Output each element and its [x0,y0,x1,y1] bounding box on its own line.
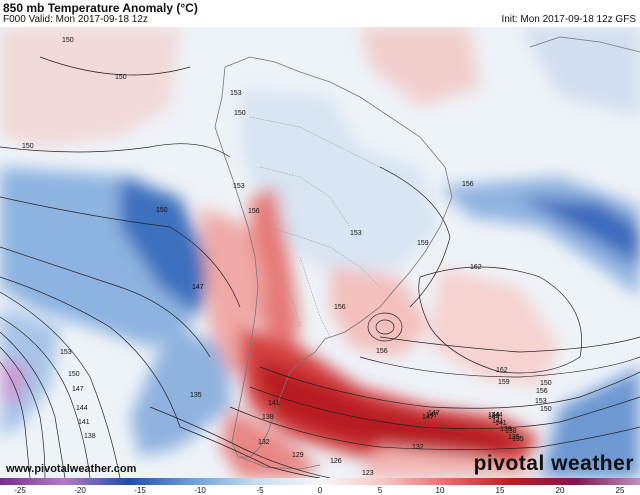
map-header: 850 mb Temperature Anomaly (°C) F000 Val… [0,0,640,26]
contour-label: 135 [512,436,524,443]
contour-label: 138 [84,433,96,440]
contour-label: 153 [535,398,547,405]
contour-label: 141 [268,400,280,407]
colorbar-tick-label: 10 [436,486,445,495]
contour-label: 144 [488,412,500,419]
contour-label: 162 [470,264,482,271]
brand-logo-text: pivotal weather [473,452,634,475]
contour-label: 156 [334,304,346,311]
africa-coast [529,36,640,53]
contour-label: 153 [350,230,362,237]
contour-label: 144 [76,405,88,412]
contour-label: 153 [230,90,242,97]
contour-label: 147 [192,284,204,291]
contour-label: 150 [156,207,168,214]
contour-label: 141 [492,418,504,425]
contour-label: 150 [115,74,127,81]
colorbar-tick-label: -25 [14,486,26,495]
contour-label: 153 [60,349,72,356]
contour-label: 147 [422,414,434,421]
contour-label: 162 [496,367,508,374]
contour-label: 135 [190,392,202,399]
contour-label: 129 [292,452,304,459]
contour-label: 132 [412,444,424,451]
colorbar-tick-label: 20 [556,486,565,495]
colorbar-ticks: -25 -20 -15 -10 -5 0 5 10 15 20 25 [14,486,625,495]
contour-label: 144 [491,412,503,419]
colorbar-tick-label: -10 [194,486,206,495]
colorbar-gradient [0,478,640,485]
contour-label: 156 [376,348,388,355]
colorbar-tick-label: 15 [496,486,505,495]
colorbar-tick-label: 0 [318,486,323,495]
contour-label: 150 [62,37,74,44]
contour-label: 150 [234,110,246,117]
contour-label: 150 [22,143,34,150]
colorbar-tick-label: -5 [256,486,264,495]
contour-label: 135 [508,434,520,441]
contour-label: 147 [428,410,440,417]
contour-labels: 150 150 150 150 153 150 156 153 147 153 … [22,37,552,477]
contour-label: 153 [233,183,245,190]
map-canvas: 150 150 150 150 153 150 156 153 147 153 … [0,27,640,478]
website-url[interactable]: www.pivotalweather.com [6,463,137,475]
temperature-anomaly-map: 150 150 150 150 153 150 156 153 147 153 … [0,27,640,478]
map-title: 850 mb Temperature Anomaly (°C) [3,1,198,15]
valid-time: F000 Valid: Mon 2017-09-18 12z [3,14,148,25]
east-coastline [224,56,453,458]
contour-label: 138 [505,428,517,435]
contour-label: 126 [330,458,342,465]
contour-label: 150 [540,406,552,413]
contour-label: 132 [258,439,270,446]
tierra-del-fuego [239,456,321,470]
contour-label: 144 [488,414,500,421]
contour-label: 156 [248,208,260,215]
contour-label: 159 [498,379,510,386]
contour-label: 147 [72,386,84,393]
init-time: Init: Mon 2017-09-18 12z GFS [501,14,636,25]
colorbar-tick-label: 5 [378,486,383,495]
colorbar-tick-label: 25 [616,486,625,495]
contour-label: 156 [462,181,474,188]
colorbar-tick-label: -20 [74,486,86,495]
height-contours [0,56,640,478]
west-coastline [214,66,259,458]
contour-label: 138 [262,414,274,421]
colorbar: -25 -20 -15 -10 -5 0 5 10 15 20 25 [0,478,640,495]
contour-label: 156 [536,388,548,395]
contour-label: 141 [495,420,507,427]
contour-label: 159 [417,240,429,247]
country-borders [249,116,381,338]
colorbar-tick-label: -15 [134,486,146,495]
contour-label: 123 [362,470,374,477]
contour-label: 150 [68,371,80,378]
coastlines [214,36,640,470]
contour-label: 138 [500,426,512,433]
contour-label: 147 [426,412,438,419]
anomaly-shading [0,27,640,478]
contour-label: 150 [540,380,552,387]
colorbar-svg: -25 -20 -15 -10 -5 0 5 10 15 20 25 [0,478,640,495]
contour-label: 141 [78,419,90,426]
